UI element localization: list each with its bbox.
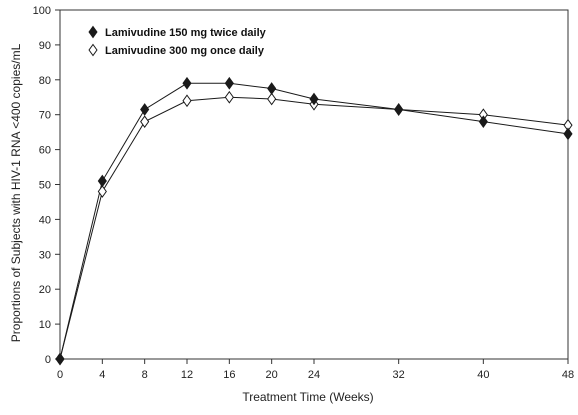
data-point-series-2 <box>267 92 277 106</box>
y-tick-label: 20 <box>39 284 51 296</box>
data-point-series-1 <box>97 174 107 188</box>
y-tick-label: 10 <box>39 319 51 331</box>
y-tick-label: 60 <box>39 145 51 157</box>
legend-label-1: Lamivudine 150 mg twice daily <box>105 27 267 39</box>
x-tick-label: 12 <box>181 369 193 381</box>
x-tick-label: 32 <box>393 369 405 381</box>
x-tick-label: 20 <box>266 369 278 381</box>
data-point-series-2 <box>97 185 107 198</box>
data-point-series-1 <box>224 76 234 90</box>
legend-marker-1 <box>88 25 98 39</box>
y-tick-label: 0 <box>45 354 51 366</box>
data-point-series-1 <box>267 82 277 95</box>
data-point-series-2 <box>182 94 192 108</box>
plot-frame <box>59 9 569 360</box>
x-axis-ticks: 0 4 8 12 16 20 24 32 40 48 <box>57 359 574 381</box>
x-axis-title: Treatment Time (Weeks) <box>242 390 373 404</box>
y-tick-label: 70 <box>39 110 51 122</box>
legend: Lamivudine 150 mg twice daily Lamivudine … <box>88 25 267 57</box>
y-tick-label: 80 <box>39 75 51 87</box>
legend-label-2: Lamivudine 300 mg once daily <box>105 45 265 57</box>
data-point-series-1 <box>309 92 319 106</box>
x-tick-label: 48 <box>562 369 574 381</box>
x-tick-label: 24 <box>308 369 320 381</box>
y-tick-label: 90 <box>39 40 51 52</box>
series-lines <box>59 82 569 360</box>
x-tick-label: 4 <box>99 369 105 381</box>
data-point-series-1 <box>55 352 65 366</box>
legend-marker-2 <box>88 43 98 57</box>
x-tick-label: 40 <box>477 369 489 381</box>
data-point-series-2 <box>140 115 150 129</box>
x-tick-label: 16 <box>223 369 235 381</box>
data-point-series-1 <box>140 103 150 116</box>
y-axis-ticks: 0 10 20 30 40 50 60 70 80 90 100 <box>33 5 60 366</box>
y-axis-title: Proportions of Subjects with HIV-1 RNA <… <box>9 43 23 342</box>
y-tick-label: 50 <box>39 180 51 192</box>
data-point-series-1 <box>563 127 573 141</box>
series-line-1 <box>59 82 569 360</box>
y-tick-label: 30 <box>39 249 51 261</box>
series-markers <box>55 76 573 366</box>
data-point-series-2 <box>224 90 234 104</box>
x-tick-label: 0 <box>57 369 63 381</box>
y-tick-label: 40 <box>39 214 51 226</box>
y-tick-label: 100 <box>33 5 51 17</box>
data-point-series-1 <box>182 76 192 90</box>
series-line-2 <box>59 96 569 360</box>
x-tick-label: 8 <box>142 369 148 381</box>
data-point-series-1 <box>394 103 404 116</box>
data-point-series-1 <box>478 115 488 129</box>
